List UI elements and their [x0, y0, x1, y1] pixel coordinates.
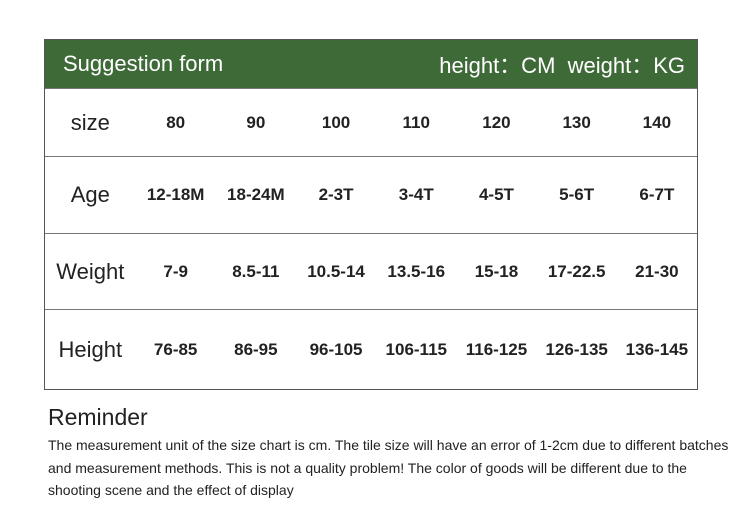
- table-title: Suggestion form: [63, 51, 224, 76]
- table-cell: 120: [482, 112, 511, 132]
- units-label: height：CM weight：KG: [439, 53, 685, 78]
- table-cell: 7-9: [163, 261, 188, 281]
- table-cell: 116-125: [465, 340, 528, 359]
- row-label: size: [70, 109, 110, 135]
- table-header: Suggestion form height：CM weight：KG: [45, 40, 697, 88]
- table-cell: 76-85: [153, 340, 198, 359]
- table-cell: 110: [402, 112, 430, 132]
- table-cell: 18-24M: [227, 185, 285, 204]
- table-cell: 90: [246, 112, 266, 132]
- reminder-body: The measurement unit of the size chart i…: [48, 437, 729, 498]
- table-cell: 12-18M: [146, 185, 205, 204]
- table-cell: 86-95: [234, 340, 278, 359]
- table-cell: 100: [321, 112, 351, 132]
- table-cell: 17-22.5: [547, 261, 606, 281]
- table-cell: 3-4T: [398, 185, 434, 204]
- table-cell: 96-105: [309, 340, 363, 359]
- table-cell: 80: [166, 112, 186, 132]
- row-label: Age: [70, 182, 110, 207]
- table-cell: 21-30: [635, 261, 679, 281]
- row-label: Height: [58, 337, 123, 362]
- table-row-weight: Weight 7-9 8.5-11 10.5-14 13.5-16 15-18 17-22.…: [45, 233, 697, 309]
- table-cell: 130: [562, 112, 591, 132]
- table-cell: 10.5-14: [307, 261, 365, 281]
- table-cell: 15-18: [474, 261, 519, 281]
- reminder-title: Reminder: [48, 404, 148, 430]
- table-cell: 13.5-16: [387, 261, 446, 281]
- table-cell: 4-5T: [478, 185, 514, 204]
- table-cell: 136-145: [625, 340, 689, 359]
- row-label: Weight: [56, 258, 125, 284]
- table-row-height: Height 76-85 86-95 96-105 106-115 116-125 126-…: [45, 309, 697, 390]
- table-cell: 126-135: [545, 340, 608, 359]
- size-chart-table: Suggestion form height：CM weight：KG size…: [44, 39, 698, 390]
- table-cell: 106-115: [385, 340, 447, 359]
- table-cell: 6-7T: [639, 185, 675, 204]
- table-cell: 8.5-11: [232, 261, 280, 281]
- table-row-age: Age 12-18M 18-24M 2-3T 3-4T 4-5T 5-6T 6-7T: [45, 156, 697, 233]
- table-cell: 5-6T: [559, 185, 595, 204]
- table-cell: 140: [642, 112, 672, 132]
- table-cell: 2-3T: [318, 185, 354, 204]
- table-row-size: size 80 90 100 110 120 130 140: [45, 88, 697, 156]
